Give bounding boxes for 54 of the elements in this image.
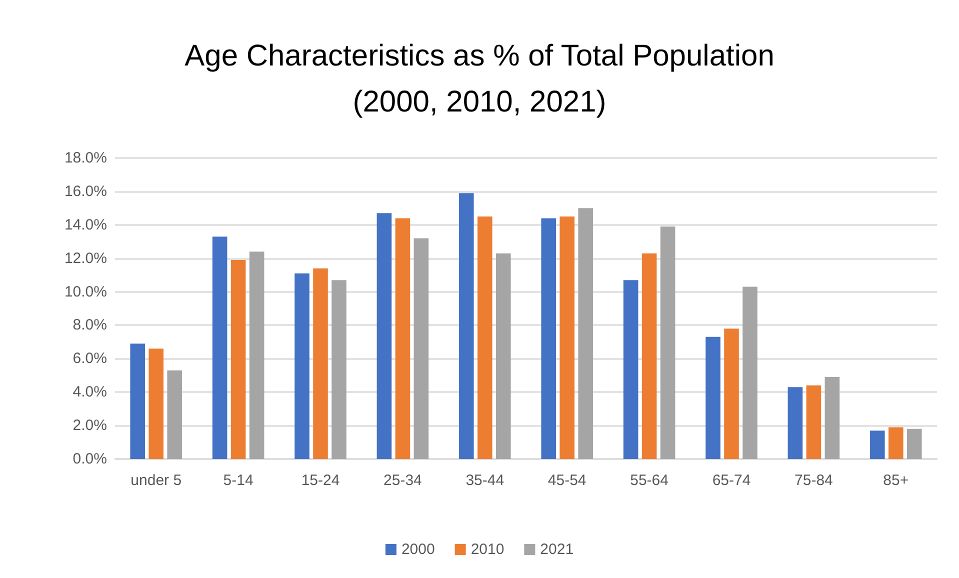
bar [294, 273, 310, 459]
y-tick-label: 6.0% [72, 350, 107, 368]
bar [824, 377, 840, 459]
bar [249, 252, 264, 459]
bar [130, 344, 146, 459]
bar [888, 427, 904, 459]
bar [724, 328, 739, 459]
chart-title: Age Characteristics as % of Total Population (2000, 2010, 2021) [184, 40, 774, 118]
x-tick-label: under 5 [130, 472, 182, 489]
bar [230, 260, 246, 459]
bar [742, 286, 758, 459]
bar [560, 216, 574, 459]
bar [167, 370, 182, 459]
x-tick-label: 85+ [883, 472, 909, 489]
bar [414, 238, 429, 459]
x-tick-label: 55-64 [630, 472, 668, 489]
bar [148, 348, 164, 459]
bar [376, 213, 392, 459]
bar [906, 428, 922, 459]
legend-label: 2021 [540, 541, 574, 558]
y-tick-label: 16.0% [64, 182, 107, 200]
y-tick-label: 14.0% [64, 216, 107, 234]
bar [332, 280, 346, 459]
x-tick-label: 25-34 [384, 472, 422, 489]
x-tick-label: 35-44 [466, 472, 504, 489]
x-tick-label: 75-84 [794, 472, 833, 489]
bar [541, 218, 556, 459]
bar [496, 253, 511, 459]
x-tick-label: 45-54 [548, 472, 586, 489]
bar [788, 387, 803, 459]
bar [806, 385, 822, 459]
y-tick-label: 8.0% [72, 316, 107, 334]
x-tick-label: 15-24 [301, 472, 340, 489]
bar [395, 218, 410, 459]
bar [870, 430, 885, 459]
x-tick-label: 5-14 [223, 472, 254, 489]
y-tick-label: 0.0% [72, 450, 107, 468]
y-tick-label: 4.0% [72, 384, 107, 401]
bar [623, 280, 638, 459]
legend-label: 2010 [470, 541, 504, 558]
bar [578, 208, 593, 459]
x-tick-label: 65-74 [712, 472, 751, 489]
y-tick-label: 10.0% [64, 283, 107, 300]
bar [642, 253, 657, 459]
bar [459, 193, 474, 459]
bar [313, 268, 328, 459]
y-tick-label: 2.0% [72, 417, 107, 434]
legend-label: 2000 [401, 541, 435, 558]
bar [660, 226, 676, 459]
y-tick-label: 12.0% [64, 250, 107, 267]
bar [478, 216, 492, 459]
y-tick-label: 18.0% [64, 150, 107, 166]
bar [706, 336, 720, 459]
bar [212, 236, 228, 459]
